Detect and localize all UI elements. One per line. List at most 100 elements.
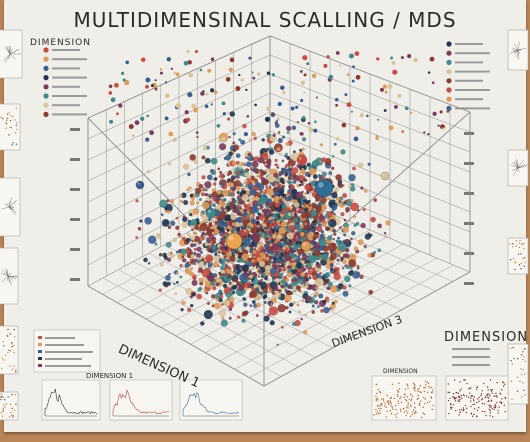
data-point [149,130,154,136]
panel-point [471,415,474,417]
data-point [324,278,329,283]
data-point [217,167,221,171]
data-point [315,199,318,203]
data-point [298,183,302,187]
panel-point [470,400,472,402]
data-point [252,200,258,206]
legend-marker [38,364,42,367]
data-point [271,182,275,187]
legend-text [45,337,75,339]
data-point [367,253,372,258]
data-point [198,184,204,189]
data-point [199,230,204,234]
panel-point [389,401,392,403]
legend-marker [43,93,49,99]
panel-point [408,398,411,400]
panel-point [494,395,496,397]
panel-point [384,405,386,407]
panel-point [470,397,472,399]
thumb-mark [4,47,11,55]
data-point [255,181,261,188]
thumb-mark [11,393,13,396]
thumb-mark [2,409,4,411]
panel-point [403,411,406,413]
panel-point [496,402,498,404]
data-point [382,84,388,89]
data-point [266,269,271,274]
legend-marker [43,84,49,90]
data-point [278,172,282,177]
data-point [360,186,364,190]
data-point [239,208,244,213]
thumb-mark [524,256,526,259]
data-point [301,257,305,261]
data-point [231,227,237,232]
thumb-mark [5,53,11,63]
data-point [276,234,282,240]
data-point [265,185,269,189]
data-point [201,155,206,160]
data-point [326,211,333,217]
data-point [204,157,211,164]
data-point [304,295,312,303]
data-point [328,220,332,225]
data-point [198,197,203,202]
legend-marker [38,350,42,353]
box-edge [263,271,471,387]
data-point [247,219,251,223]
panel-point [473,413,475,416]
thumb-mark [15,371,17,373]
panel-point [494,406,497,408]
data-point [331,192,338,199]
data-point [230,214,237,221]
data-point [340,280,344,283]
data-point [268,223,274,229]
data-point [373,250,377,254]
data-point [218,138,223,143]
thumb-mark [516,376,519,379]
data-point [347,254,350,258]
panel-point [497,409,499,411]
thumb-mark [8,415,11,418]
data-point [223,208,228,213]
panel-point [459,390,461,392]
data-point [305,277,309,282]
data-point [316,305,320,309]
thumb-mark [523,389,525,391]
data-point [218,297,223,303]
panel-point [377,413,380,415]
panel-point [478,396,480,399]
data-point [357,162,364,169]
data-point [310,209,318,217]
legend-marker [446,87,452,93]
data-point [311,310,316,314]
data-point [180,308,184,312]
data-point [231,292,234,296]
data-point [239,200,245,205]
data-point [288,245,292,249]
data-point [286,232,294,240]
thumb-mark [9,403,12,406]
data-point [247,152,252,157]
data-point [336,258,340,262]
data-point [114,82,119,88]
panel-point [502,381,504,383]
data-point [292,179,297,184]
data-point [179,199,184,204]
data-point [207,302,210,305]
data-point [300,220,304,224]
data-point [278,198,282,203]
panel-point [414,384,416,387]
data-point [281,184,286,189]
thumb-mark [2,410,4,413]
thumb-mark [510,359,512,362]
data-point [330,267,334,271]
data-point [305,229,309,233]
data-point [312,220,316,224]
panel-point [413,409,415,411]
grid-line [87,92,271,182]
panel-point [460,408,463,411]
tick-label [70,128,80,131]
data-point [244,204,251,211]
data-point [273,191,279,197]
